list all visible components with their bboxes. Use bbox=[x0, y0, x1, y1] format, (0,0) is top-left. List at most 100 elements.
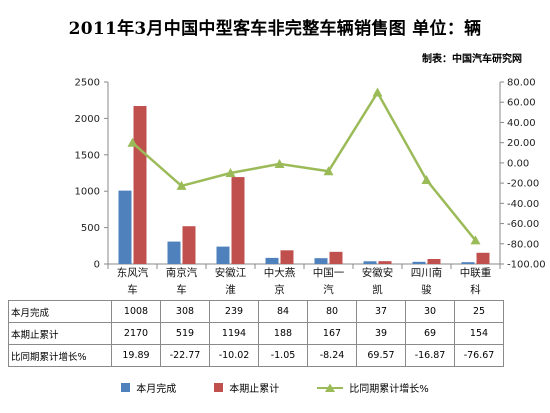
y-right-tick-label: -40.00 bbox=[507, 199, 539, 210]
category-label: 中国一 bbox=[313, 266, 345, 279]
table-cell: -1.05 bbox=[258, 344, 308, 367]
legend-item-cumulative: 本期止累计 bbox=[214, 380, 279, 395]
bar-monthly bbox=[167, 241, 181, 264]
table-row-growth: 比同期累计增长% 19.89 -22.77 -10.02 -1.05 -8.24 69.57… bbox=[8, 344, 504, 367]
category-label: 科 bbox=[470, 283, 481, 296]
growth-point bbox=[323, 166, 334, 176]
y-right-tick-label: -100.00 bbox=[507, 260, 546, 271]
category-label: 南京汽 bbox=[166, 266, 198, 279]
growth-point bbox=[176, 180, 187, 190]
table-cell: -8.24 bbox=[307, 344, 357, 367]
row-header: 比同期累计增长% bbox=[8, 344, 112, 367]
table-row-cumulative: 本期止累计 2170 519 1194 188 167 39 69 154 bbox=[8, 322, 504, 345]
y-right-tick-label: 60.00 bbox=[507, 98, 536, 109]
bar-cumulative bbox=[378, 261, 392, 264]
y-right-tick-label: 80.00 bbox=[507, 78, 536, 89]
growth-point bbox=[127, 137, 138, 147]
table-cell: 519 bbox=[160, 322, 210, 345]
bar-monthly bbox=[216, 246, 230, 264]
table-cell: 154 bbox=[454, 322, 504, 345]
table-cell: 167 bbox=[307, 322, 357, 345]
legend-label-monthly: 本月完成 bbox=[136, 384, 177, 395]
category-label: 东风汽 bbox=[117, 266, 149, 279]
table-cell: 1008 bbox=[111, 300, 161, 323]
growth-point bbox=[274, 158, 285, 168]
table-cell: 25 bbox=[454, 300, 504, 323]
y-left-tick-label: 0 bbox=[94, 260, 100, 271]
category-label: 汽 bbox=[323, 283, 334, 296]
table-cell: 2170 bbox=[111, 322, 161, 345]
y-left-tick-label: 1000 bbox=[75, 187, 100, 198]
legend-label-cumulative: 本期止累计 bbox=[229, 384, 280, 395]
bar-cumulative bbox=[231, 177, 245, 264]
bar-monthly bbox=[363, 261, 377, 264]
category-label: 骏 bbox=[421, 283, 432, 296]
table-cell: 30 bbox=[405, 300, 455, 323]
data-table: 本月完成 1008 308 239 84 80 37 30 25 本期止累计 2170 519 1194… bbox=[8, 300, 504, 367]
category-label: 车 bbox=[176, 283, 187, 296]
y-right-tick-label: 40.00 bbox=[507, 118, 536, 129]
bar-cumulative bbox=[182, 226, 196, 264]
category-label: 淮 bbox=[225, 284, 236, 296]
growth-point bbox=[470, 235, 481, 245]
category-label: 京 bbox=[274, 283, 285, 296]
table-cell: -16.87 bbox=[405, 344, 455, 367]
table-cell: 188 bbox=[258, 322, 308, 345]
bar-cumulative bbox=[476, 252, 490, 264]
table-cell: 19.89 bbox=[111, 344, 161, 367]
growth-point bbox=[421, 174, 432, 184]
table-cell: 308 bbox=[160, 300, 210, 323]
bar-cumulative bbox=[427, 258, 441, 264]
category-label: 四川南 bbox=[411, 266, 443, 279]
chart-title: 2011年3月中国中型客车非完整车辆销售图 单位：辆 bbox=[68, 19, 482, 39]
y-left-tick-label: 2000 bbox=[75, 114, 100, 125]
y-right-tick-label: -60.00 bbox=[507, 219, 539, 230]
legend-swatch-cumulative bbox=[214, 383, 224, 392]
bar-cumulative bbox=[280, 250, 294, 264]
growth-point bbox=[225, 168, 236, 178]
y-right-tick-label: -20.00 bbox=[507, 179, 539, 190]
table-cell: 1194 bbox=[209, 322, 259, 345]
y-left-tick-label: 2500 bbox=[75, 78, 100, 89]
legend-label-growth: 比同期累计增长% bbox=[349, 384, 429, 395]
y-right-tick-label: -80.00 bbox=[507, 239, 539, 250]
category-label: 安徽江 bbox=[215, 266, 247, 279]
table-cell: 39 bbox=[356, 322, 406, 345]
bar-monthly bbox=[118, 190, 132, 264]
y-right-tick-label: 20.00 bbox=[507, 138, 536, 149]
y-left-tick-label: 500 bbox=[81, 223, 100, 234]
bar-monthly bbox=[412, 261, 426, 264]
table-cell: -76.67 bbox=[454, 344, 504, 367]
category-label: 凯 bbox=[372, 283, 383, 296]
category-label: 车 bbox=[127, 283, 138, 296]
legend-swatch-monthly bbox=[121, 383, 131, 392]
legend-item-monthly: 本月完成 bbox=[121, 380, 176, 395]
growth-point bbox=[372, 87, 383, 97]
table-cell: 69 bbox=[405, 322, 455, 345]
bar-monthly bbox=[461, 262, 475, 264]
source-note: 制表：中国汽车研究网 bbox=[422, 54, 522, 65]
table-cell: 69.57 bbox=[356, 344, 406, 367]
growth-line bbox=[131, 90, 477, 242]
legend: 本月完成 本期止累计 比同期累计增长% bbox=[0, 380, 550, 395]
table-cell: 37 bbox=[356, 300, 406, 323]
table-cell: -22.77 bbox=[160, 344, 210, 367]
row-header: 本期止累计 bbox=[8, 322, 112, 345]
combo-chart: 0 500 1000 1500 2000 2500 -100.00 -80.00 -60.00 -… bbox=[75, 78, 546, 297]
row-header: 本月完成 bbox=[8, 300, 112, 323]
bar-monthly bbox=[265, 257, 279, 264]
bar-monthly bbox=[314, 258, 328, 264]
legend-item-growth: 比同期累计增长% bbox=[317, 380, 429, 395]
table-cell: 80 bbox=[307, 300, 357, 323]
y-right-tick-label: 0.00 bbox=[507, 158, 529, 169]
category-label: 中大燕 bbox=[264, 266, 296, 279]
category-label: 中联重 bbox=[460, 266, 492, 279]
category-label: 安徽安 bbox=[362, 266, 394, 279]
table-cell: 84 bbox=[258, 300, 308, 323]
table-row-monthly: 本月完成 1008 308 239 84 80 37 30 25 bbox=[8, 300, 504, 323]
legend-marker-growth bbox=[317, 383, 344, 392]
bar-cumulative bbox=[329, 251, 343, 264]
bar-cumulative bbox=[133, 106, 147, 264]
y-left-tick-label: 1500 bbox=[75, 150, 100, 161]
table-cell: 239 bbox=[209, 300, 259, 323]
